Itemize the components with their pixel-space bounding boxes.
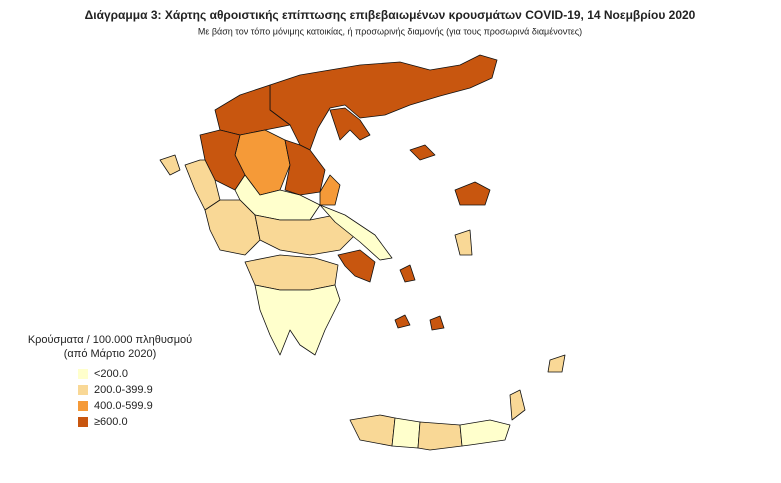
region [459,419,511,447]
region [159,154,181,176]
region [269,54,498,151]
legend-label: ≥600.0 [94,416,128,428]
legend-label: 400.0-599.9 [94,400,153,412]
title: Διάγραμμα 3: Χάρτης αθροιστικής επίπτωση… [85,8,696,22]
region [454,181,491,206]
subtitle: Με βάση τον τόπο μόνιμης κατοικίας, ή πρ… [198,26,582,36]
region [254,214,356,256]
region [319,204,393,261]
region [337,249,376,283]
region [319,174,341,206]
region [509,389,526,421]
region [429,315,445,331]
legend-title: (από Μάρτιο 2020) [64,348,157,360]
region [391,417,421,449]
region [284,139,326,196]
legend-swatch [78,385,88,395]
legend-title: Κρούσματα / 100.000 πληθυσμού [28,334,192,346]
region [394,314,411,329]
greece-map [159,54,566,451]
legend-label: 200.0-399.9 [94,384,153,396]
legend-label: <200.0 [94,368,128,380]
region [417,421,463,451]
region [329,107,371,141]
legend: Κρούσματα / 100.000 πληθυσμού (από Μάρτι… [28,334,192,428]
region [409,144,436,161]
legend-swatch [78,369,88,379]
region [399,264,416,283]
region [184,159,221,211]
legend-swatch [78,417,88,427]
region [547,354,566,373]
region [349,414,396,447]
legend-swatch [78,401,88,411]
region [454,229,473,256]
region [254,284,341,356]
region [244,254,339,291]
